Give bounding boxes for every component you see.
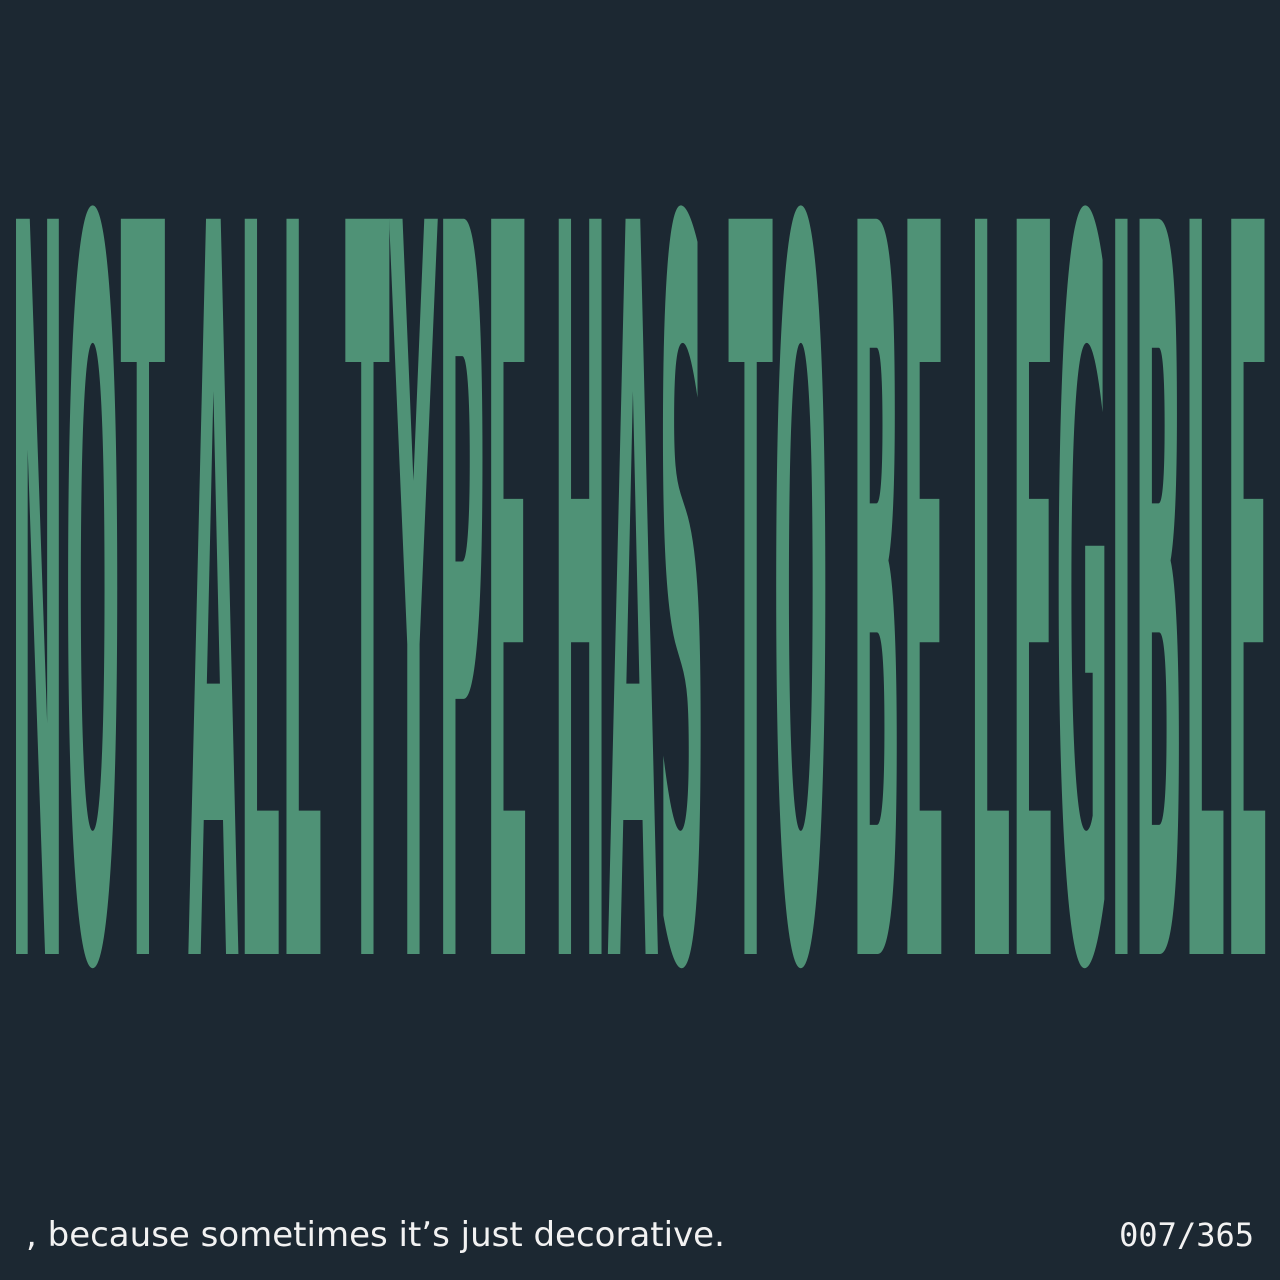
headline: NOT ALL TYPE HAS TO BE LEGIBLE [10, 18, 1270, 1192]
headline-text: NOT ALL TYPE HAS TO BE LEGIBLE [10, 18, 1270, 1192]
caption-text: , because sometimes it’s just decorative… [26, 1215, 725, 1255]
day-counter: 007/365 [1119, 1216, 1254, 1254]
